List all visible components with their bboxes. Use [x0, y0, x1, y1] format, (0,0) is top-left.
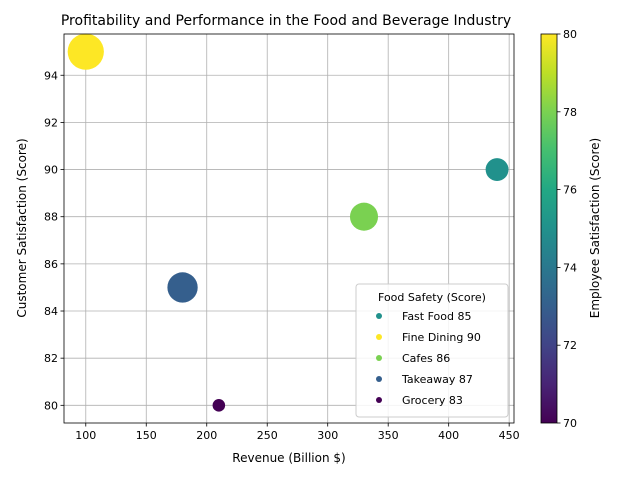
colorbar-tick-label: 70 [563, 417, 577, 430]
legend: Food Safety (Score) Fast Food 85 Fine Din… [355, 283, 509, 418]
x-tick-label: 250 [257, 429, 278, 442]
legend-marker [376, 313, 382, 319]
x-tick-label: 450 [499, 429, 520, 442]
legend-marker [376, 334, 382, 340]
legend-box [355, 283, 509, 418]
colorbar-tick-label: 76 [563, 184, 577, 197]
plot-frame [63, 33, 515, 424]
legend-marker [376, 355, 382, 361]
legend-marker [376, 397, 382, 403]
legend-label: Fast Food 85 [402, 310, 471, 323]
data-point-fine-dining [67, 33, 104, 70]
data-point-grocery [212, 399, 226, 412]
legend-label: Fine Dining 90 [402, 331, 481, 344]
y-tick-label: 84 [44, 305, 58, 318]
legend-marker [376, 376, 382, 382]
colorbar-tick-label: 80 [563, 28, 577, 41]
x-tick-label: 150 [136, 429, 157, 442]
colorbar-tick-label: 72 [563, 339, 577, 352]
y-tick-label: 94 [44, 69, 58, 82]
y-axis-label: Customer Satisfaction (Score) [15, 138, 29, 317]
data-point-cafes [349, 202, 379, 231]
legend-label: Takeaway 87 [401, 373, 473, 386]
colorbar [540, 33, 558, 424]
x-tick-label: 350 [378, 429, 399, 442]
y-tick-label: 82 [44, 352, 58, 365]
x-tick-label: 400 [438, 429, 459, 442]
y-axis-ticks: 80 82 84 86 88 90 92 94 [44, 69, 64, 412]
y-tick-label: 90 [44, 164, 58, 177]
data-points [67, 33, 509, 412]
colorbar-label: Employee Satisfaction (Score) [588, 138, 602, 318]
legend-title: Food Safety (Score) [378, 291, 486, 304]
x-axis-ticks: 100 150 200 250 300 350 400 450 [75, 423, 520, 442]
chart-title: Profitability and Performance in the Foo… [61, 13, 511, 29]
x-tick-label: 100 [75, 429, 96, 442]
x-tick-label: 200 [196, 429, 217, 442]
x-axis-label: Revenue (Billion $) [232, 451, 345, 465]
y-tick-label: 92 [44, 116, 58, 129]
x-tick-label: 300 [317, 429, 338, 442]
colorbar-ticks: 70 72 74 76 78 80 [557, 28, 577, 430]
legend-label: Grocery 83 [402, 394, 463, 407]
data-point-fast-food [485, 158, 509, 182]
grid [64, 34, 514, 423]
colorbar-tick-label: 78 [563, 106, 577, 119]
data-point-takeaway [167, 272, 198, 303]
y-tick-label: 88 [44, 211, 58, 224]
y-tick-label: 80 [44, 399, 58, 412]
legend-label: Cafes 86 [402, 352, 450, 365]
colorbar-tick-label: 74 [563, 261, 577, 274]
y-tick-label: 86 [44, 258, 58, 271]
